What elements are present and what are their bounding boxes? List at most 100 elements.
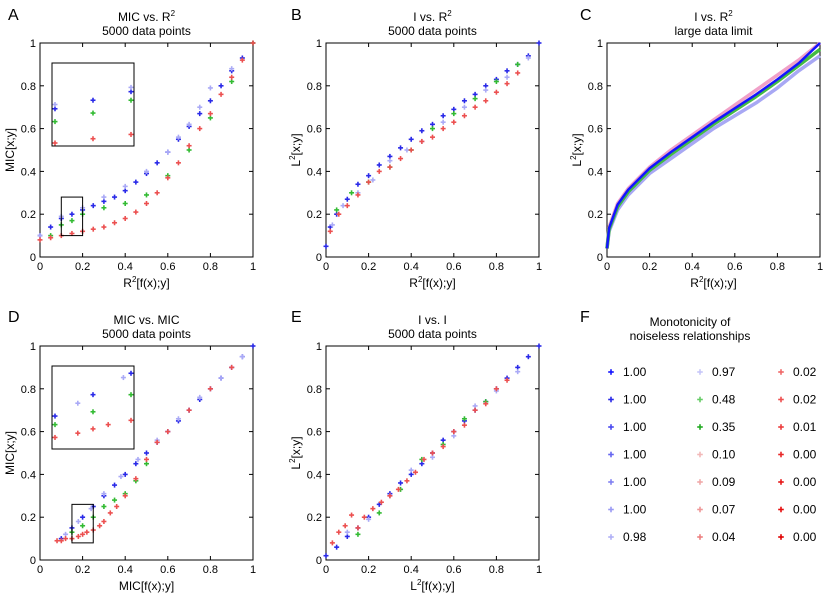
legend-entry: 0.09 [697,475,736,489]
data-point [395,486,401,492]
data-point [355,531,361,537]
zoom-region-box [60,196,84,237]
data-point [344,196,350,202]
x-tick-label: 0.2 [75,564,90,576]
data-point [114,504,120,509]
x-tick-label: 0.6 [160,261,175,273]
x-tick-label: 0 [37,564,43,576]
data-point [144,192,149,198]
y-tick-label: 1 [316,341,322,353]
series-3 [329,377,510,546]
x-axis-label-text: R [409,276,418,290]
series-line [605,42,821,249]
chart-title: MIC vs. R2 [118,9,176,24]
data-point [37,237,43,243]
data-point [175,134,181,140]
y-axis-label: L2[x;y] [569,133,584,166]
data-point [387,164,393,170]
chart-title: I vs. I [418,313,447,327]
legend-marker [697,369,703,375]
data-point [515,61,521,67]
legend-entry: 0.48 [697,393,736,407]
chart-title: MIC vs. MIC [114,313,180,327]
x-tick-label: 1 [536,564,542,576]
data-point [112,482,118,488]
data-point [90,226,96,232]
y-tick-label: 0.2 [21,209,36,221]
chart-subtitle: 5000 data points [388,327,477,341]
y-axis-label-superscript: 2 [288,458,297,463]
panel-letter-e: E [291,309,302,326]
data-point [440,119,446,125]
axes-frame [606,42,821,258]
inset-data-point [75,400,81,406]
inset-data-point [128,370,134,376]
data-point [48,235,54,241]
x-axis-label-superscript: 2 [417,578,422,587]
x-tick-label: 0.6 [160,564,175,576]
legend-entry: 1.00 [608,448,647,462]
legend-label: 1.00 [623,393,647,407]
chart-title-superscript: 2 [728,9,733,18]
legend-marker [697,424,703,430]
data-point [536,40,542,46]
data-point [154,160,160,166]
x-axis-label-superscript: 2 [132,275,137,284]
x-axis-label-text: R [123,276,132,290]
legend-entry: 0.00 [778,448,817,462]
data-point [349,512,355,518]
legend-label: 0.00 [793,448,817,462]
inset-data-point [128,392,134,398]
x-tick-label: 0.8 [203,564,218,576]
data-point [80,531,86,537]
x-tick-label: 0.8 [203,261,218,273]
data-point [483,401,489,407]
inset-series-2 [52,97,134,125]
y-axis-label: MIC[x;y] [3,431,17,475]
legend-label: 0.10 [712,448,736,462]
inset-data-point [128,84,134,90]
inset-data-point [120,375,126,381]
data-point [451,106,457,112]
legend-entry: 0.07 [697,503,736,517]
data-point [472,91,478,97]
legend-marker [778,451,784,458]
y-axis-label-suffix: [x;y] [289,436,303,458]
data-point [398,145,404,151]
legend-entry: 0.10 [697,448,736,462]
x-tick-label: 1 [536,261,542,273]
legend-label: 0.04 [712,530,736,544]
y-axis-label: L2[x;y] [288,133,303,166]
data-point [440,444,446,450]
y-axis-label-suffix: [x;y] [570,133,584,155]
inset-data-point [52,434,58,440]
x-tick-label: 0.2 [75,261,90,273]
data-point [229,74,235,80]
data-point [334,207,340,213]
data-point [218,375,224,381]
data-point [101,194,107,200]
inset-series-1 [52,84,134,107]
x-axis-label-text: L [410,579,417,593]
data-point [229,364,235,370]
inset-data-point [52,413,58,419]
data-point [370,177,376,183]
chart-title-superscript: 2 [447,9,452,18]
data-point [355,192,361,198]
legend-marker [608,424,614,430]
data-point [97,523,103,529]
legend-entry: 0.98 [608,530,647,544]
data-point [327,228,333,234]
data-point [101,491,107,497]
data-point [408,471,414,477]
legend-entry: 1.00 [608,420,647,434]
x-axis-label: R2[f(x);y] [409,275,455,290]
legend-label: 0.97 [712,365,736,379]
y-tick-label: 0 [30,252,36,264]
chart-title-text: I vs. R [694,10,728,24]
data-point [366,516,372,522]
data-point [133,461,139,467]
data-point [186,121,192,127]
chart-title: I vs. R2 [694,9,733,24]
chart-subtitle: large data limit [674,24,753,38]
